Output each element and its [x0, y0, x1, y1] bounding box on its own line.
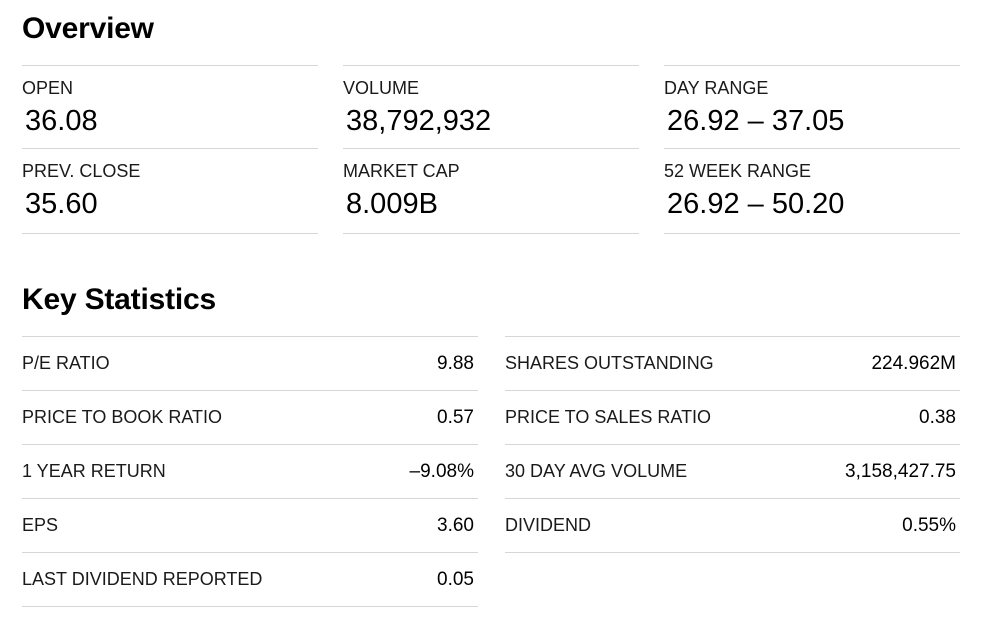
overview-label: PREV. CLOSE [22, 161, 141, 181]
stat-row-30-day-avg-volume: 30 DAY AVG VOLUME 3,158,427.75 [505, 444, 960, 498]
stat-label: 30 DAY AVG VOLUME [505, 461, 688, 481]
stat-row-1-year-return: 1 YEAR RETURN –9.08% [22, 444, 478, 498]
stat-label: P/E RATIO [22, 353, 110, 373]
overview-label: OPEN [22, 78, 74, 98]
overview-value: 26.92 – 37.05 [667, 105, 845, 137]
stat-label: LAST DIVIDEND REPORTED [22, 569, 263, 589]
stat-label: PRICE TO SALES RATIO [505, 407, 712, 427]
overview-item-prev-close: PREV. CLOSE 35.60 [22, 148, 318, 234]
stat-value: 3,158,427.75 [845, 460, 956, 482]
overview-value: 8.009B [346, 188, 438, 220]
stat-value: 224.962M [871, 352, 956, 374]
overview-label: DAY RANGE [664, 78, 769, 98]
overview-value: 35.60 [25, 188, 98, 220]
stat-value: 0.38 [919, 406, 956, 428]
overview-title: Overview [22, 12, 154, 45]
key-statistics-right-list: SHARES OUTSTANDING 224.962M PRICE TO SAL… [505, 336, 960, 553]
overview-item-market-cap: MARKET CAP 8.009B [343, 148, 639, 234]
overview-value: 26.92 – 50.20 [667, 188, 845, 220]
overview-grid: OPEN 36.08 VOLUME 38,792,932 DAY RANGE 2… [22, 65, 960, 234]
key-statistics-title: Key Statistics [22, 283, 216, 316]
overview-value: 38,792,932 [346, 105, 492, 137]
stat-label: SHARES OUTSTANDING [505, 353, 714, 373]
stat-value: 3.60 [437, 514, 474, 536]
key-statistics-left-list: P/E RATIO 9.88 PRICE TO BOOK RATIO 0.57 … [22, 336, 478, 607]
stat-value: 0.57 [437, 406, 474, 428]
overview-label: VOLUME [343, 78, 420, 98]
stat-row-price-to-book: PRICE TO BOOK RATIO 0.57 [22, 390, 478, 444]
overview-item-52-week-range: 52 WEEK RANGE 26.92 – 50.20 [664, 148, 960, 234]
stat-value: 0.55% [902, 514, 956, 536]
overview-value: 36.08 [25, 105, 98, 137]
stat-row-last-dividend: LAST DIVIDEND REPORTED 0.05 [22, 552, 478, 607]
stat-row-pe-ratio: P/E RATIO 9.88 [22, 336, 478, 390]
stat-row-price-to-sales: PRICE TO SALES RATIO 0.38 [505, 390, 960, 444]
stat-value: –9.08% [409, 460, 474, 482]
overview-item-day-range: DAY RANGE 26.92 – 37.05 [664, 65, 960, 148]
overview-item-open: OPEN 36.08 [22, 65, 318, 148]
overview-label: MARKET CAP [343, 161, 460, 181]
overview-label: 52 WEEK RANGE [664, 161, 812, 181]
stat-row-shares-outstanding: SHARES OUTSTANDING 224.962M [505, 336, 960, 390]
stat-row-eps: EPS 3.60 [22, 498, 478, 552]
stat-value: 9.88 [437, 352, 474, 374]
overview-item-volume: VOLUME 38,792,932 [343, 65, 639, 148]
stat-label: EPS [22, 515, 59, 535]
stat-label: 1 YEAR RETURN [22, 461, 166, 481]
stat-label: PRICE TO BOOK RATIO [22, 407, 223, 427]
stat-row-dividend: DIVIDEND 0.55% [505, 498, 960, 553]
stat-value: 0.05 [437, 568, 474, 590]
stat-label: DIVIDEND [505, 515, 592, 535]
